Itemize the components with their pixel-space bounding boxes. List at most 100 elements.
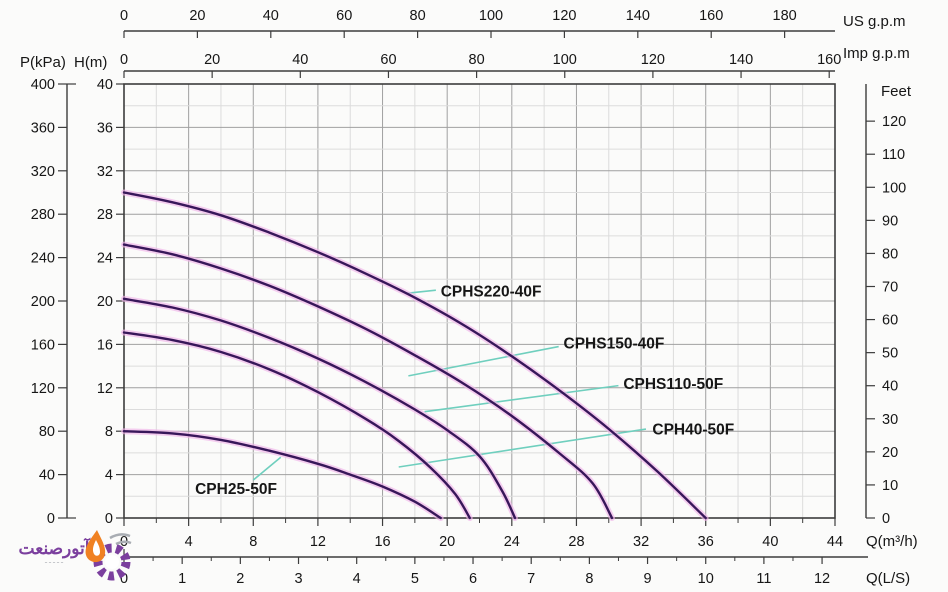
tick-label-h: 8 — [105, 424, 113, 440]
tick-label-p: 400 — [31, 77, 55, 93]
tick-label-feet: 110 — [882, 147, 905, 163]
tick-label-h: 32 — [97, 164, 113, 180]
tick-label-feet: 10 — [882, 478, 898, 494]
tick-label-feet: 0 — [882, 511, 890, 527]
tick-label-h: 28 — [97, 207, 113, 223]
tick-label-qls: 8 — [585, 571, 593, 587]
leader-line-CPH25-50F — [252, 456, 282, 481]
tick-label-qls: 10 — [698, 571, 714, 587]
tick-label-p: 0 — [47, 511, 55, 527]
tick-label-qls: 9 — [644, 571, 652, 587]
axis-title-qm3: Q(m³/h) — [866, 533, 918, 550]
axis-title-feet: Feet — [881, 83, 912, 100]
tick-label-us: 180 — [773, 8, 797, 24]
tick-label-us: 60 — [336, 8, 352, 24]
tick-label-qm3: 0 — [120, 534, 128, 550]
curve-label-CPH40-50F: CPH40-50F — [652, 421, 734, 438]
tick-label-feet: 70 — [882, 280, 898, 296]
tick-label-qm3: 20 — [439, 534, 455, 550]
tick-label-imp: 20 — [204, 52, 220, 68]
tick-label-qm3: 44 — [827, 534, 843, 550]
tick-label-qm3: 40 — [762, 534, 778, 550]
tick-label-h: 0 — [105, 511, 113, 527]
tick-label-feet: 90 — [882, 213, 898, 229]
tick-label-feet: 40 — [882, 379, 898, 395]
tick-label-h: 24 — [97, 251, 113, 267]
tick-label-feet: 100 — [882, 180, 906, 196]
axis-title-qls: Q(L/S) — [866, 570, 910, 587]
tick-label-qm3: 32 — [633, 534, 649, 550]
tick-label-qls: 3 — [294, 571, 302, 587]
pump-curve-CPH40-50F — [122, 331, 471, 520]
tick-label-imp: 0 — [120, 52, 128, 68]
tick-label-us: 140 — [626, 8, 650, 24]
tick-label-us: 120 — [552, 8, 576, 24]
tick-label-feet: 60 — [882, 313, 898, 329]
tick-label-feet: 50 — [882, 346, 898, 362]
tick-label-qm3: 12 — [310, 534, 326, 550]
tick-label-feet: 120 — [882, 114, 906, 130]
tick-label-us: 80 — [410, 8, 426, 24]
tick-label-qm3: 24 — [504, 534, 520, 550]
pump-curve-CPH25-50F — [122, 430, 442, 520]
tick-label-qls: 5 — [411, 571, 419, 587]
leader-line-CPH40-50F — [398, 428, 647, 468]
curve-label-CPHS150-40F: CPHS150-40F — [564, 336, 665, 353]
tick-label-imp: 140 — [729, 52, 753, 68]
tick-label-qm3: 8 — [249, 534, 257, 550]
tick-label-qls: 6 — [469, 571, 477, 587]
tick-label-imp: 160 — [817, 52, 841, 68]
tick-label-qm3: 16 — [374, 534, 390, 550]
tick-label-p: 200 — [31, 294, 55, 310]
tick-label-p: 360 — [31, 120, 55, 136]
leader-line-CPHS150-40F — [408, 345, 559, 377]
tick-label-h: 16 — [97, 337, 113, 353]
curve-label-CPHS220-40F: CPHS220-40F — [441, 284, 542, 301]
tick-label-us: 0 — [120, 8, 128, 24]
tick-label-us: 100 — [479, 8, 503, 24]
tick-label-us: 20 — [189, 8, 205, 24]
curve-label-CPHS110-50F: CPHS110-50F — [623, 376, 723, 393]
axis-title-imp: Imp g.p.m — [843, 45, 910, 62]
tick-label-qls: 11 — [756, 571, 771, 587]
tick-label-us: 40 — [263, 8, 279, 24]
tick-label-qls: 7 — [527, 571, 535, 587]
tick-label-qls: 2 — [236, 571, 244, 587]
tick-label-p: 280 — [31, 207, 55, 223]
tick-label-qls: 0 — [120, 571, 128, 587]
tick-label-qm3: 4 — [185, 534, 193, 550]
axis-title-us: US g.p.m — [843, 13, 906, 30]
tick-label-p: 320 — [31, 164, 55, 180]
tick-label-p: 240 — [31, 251, 55, 267]
tick-label-feet: 30 — [882, 412, 898, 428]
tick-label-imp: 40 — [292, 52, 308, 68]
tick-label-imp: 60 — [380, 52, 396, 68]
tick-label-h: 40 — [97, 77, 113, 93]
curve-glow-CPHS110-50F — [121, 295, 518, 521]
tick-label-qm3: 36 — [698, 534, 714, 550]
pump-curve-CPHS220-40F — [122, 191, 707, 520]
tick-label-us: 160 — [699, 8, 723, 24]
pump-curve-CPHS110-50F — [122, 297, 517, 520]
tick-label-h: 20 — [97, 294, 113, 310]
curve-label-CPH25-50F: CPH25-50F — [195, 481, 277, 498]
tick-label-h: 36 — [97, 120, 113, 136]
tick-label-qls: 4 — [353, 571, 361, 587]
tick-label-qls: 1 — [178, 571, 186, 587]
tick-label-p: 120 — [31, 381, 55, 397]
tick-label-qls: 12 — [814, 571, 830, 587]
tick-label-p: 40 — [39, 468, 55, 484]
pump-curve-CPHS150-40F — [122, 243, 614, 520]
leader-line-CPHS110-50F — [424, 384, 619, 413]
tick-label-h: 12 — [97, 381, 113, 397]
tick-label-p: 80 — [39, 424, 55, 440]
tick-label-imp: 100 — [553, 52, 577, 68]
tick-label-qm3: 28 — [568, 534, 584, 550]
tick-label-feet: 80 — [882, 246, 898, 262]
axis-title-h: H(m) — [74, 54, 107, 71]
tick-label-feet: 20 — [882, 445, 898, 461]
tick-label-h: 4 — [105, 468, 113, 484]
axis-title-p: P(kPa) — [20, 54, 66, 71]
